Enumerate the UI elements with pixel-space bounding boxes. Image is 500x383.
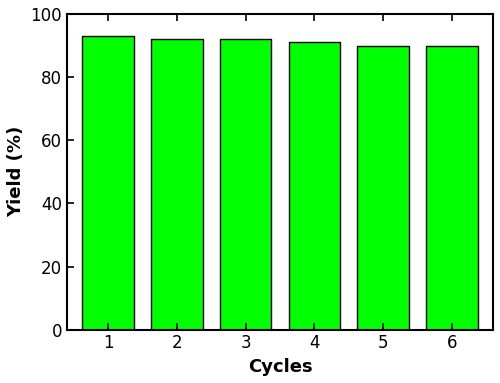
- Bar: [220, 39, 272, 330]
- Bar: [358, 46, 409, 330]
- Bar: [288, 43, 340, 330]
- Bar: [151, 39, 203, 330]
- Y-axis label: Yield (%): Yield (%): [7, 126, 25, 218]
- Bar: [82, 36, 134, 330]
- X-axis label: Cycles: Cycles: [248, 358, 312, 376]
- Bar: [426, 46, 478, 330]
